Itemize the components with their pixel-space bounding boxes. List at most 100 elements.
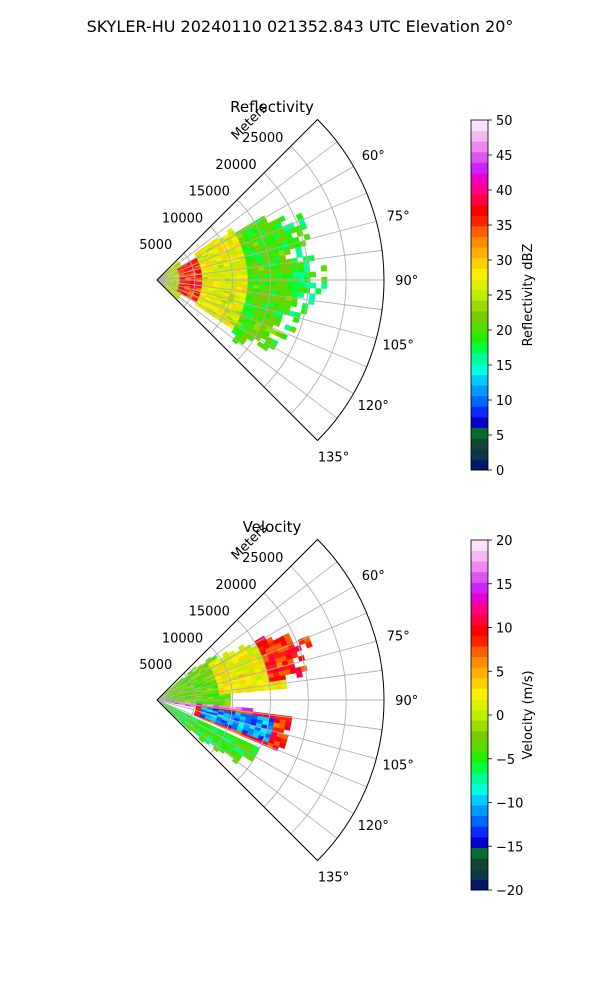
echo-cell (224, 693, 231, 697)
colorbar-swatch (471, 783, 488, 795)
echo-cell (269, 685, 276, 691)
colorbar-tick-label: 10 (496, 394, 513, 409)
echo-cell (303, 287, 311, 294)
echo-cell (275, 684, 282, 690)
echo-cell (218, 747, 226, 754)
echo-cell (213, 696, 220, 700)
echo-cell (269, 285, 277, 291)
angle-tick-label: 60° (362, 149, 385, 164)
colorbar-swatch (471, 571, 488, 583)
echo-cell (286, 286, 294, 293)
echo-cell (269, 265, 276, 271)
echo-cell (202, 697, 209, 700)
colorbar-swatch (471, 699, 488, 711)
colorbar-swatch (471, 427, 488, 439)
colorbar-swatch (471, 332, 488, 344)
echo-cell (264, 269, 271, 275)
colorbar-swatch (471, 342, 488, 354)
azimuth-spoke (156, 249, 383, 281)
azimuth-spoke (156, 279, 354, 394)
colorbar-label: Reflectivity dBZ (521, 244, 536, 347)
echo-cell (292, 282, 300, 288)
echo-cell (280, 290, 288, 297)
echo-cell (207, 276, 214, 280)
echo-cell (304, 271, 311, 278)
colorbar-swatch (471, 162, 488, 174)
radial-tick-label: 10000 (162, 631, 203, 646)
echo-cell (297, 292, 305, 299)
echo-cell (224, 281, 231, 285)
azimuth-spoke (156, 220, 377, 281)
echo-cell (219, 696, 226, 700)
echo-cell (298, 266, 305, 273)
echo-cell (269, 269, 277, 275)
echo-cell (253, 281, 260, 286)
colorbar-swatch (471, 561, 488, 573)
colorbar-swatch (471, 635, 488, 647)
echo-cell (230, 275, 237, 279)
colorbar-tick-label: 0 (496, 464, 504, 479)
echo-cell (275, 264, 282, 270)
echo-cell (258, 274, 265, 279)
sector-frame (156, 538, 385, 862)
radial-tick-label: 5000 (139, 238, 172, 253)
echo-cell (246, 688, 254, 693)
echo-cell (292, 291, 299, 298)
echo-cell (207, 696, 214, 700)
colorbar-swatch (471, 194, 488, 206)
azimuth-spoke (156, 699, 354, 814)
colorbar-swatch (471, 656, 488, 668)
angle-tick-label: 105° (383, 759, 414, 774)
echo-cell (247, 271, 254, 276)
echo-cell (281, 268, 288, 274)
colorbar-swatch (471, 236, 488, 248)
colorbar-swatch (471, 709, 488, 721)
echo-cell (305, 640, 313, 649)
radial-tick-label: 15000 (189, 185, 230, 200)
echo-cell (303, 261, 310, 268)
echo-cell (241, 688, 248, 693)
echo-cell (304, 282, 311, 289)
echo-cell (235, 272, 243, 276)
echo-cell (303, 266, 311, 273)
echo-cell (309, 271, 317, 278)
radial-tick-label: 5000 (139, 658, 172, 673)
echo-cell (292, 272, 300, 278)
colorbar-tick-label: 5 (496, 665, 504, 680)
echo-cell (231, 337, 239, 345)
colorbar-swatch (471, 646, 488, 658)
azimuth-spoke (156, 640, 377, 701)
echo-cell (292, 286, 299, 293)
colorbar-swatch (471, 805, 488, 817)
echo-cell (231, 757, 239, 765)
echo-cell (281, 282, 288, 287)
colorbar-tick-label: −20 (496, 884, 523, 899)
echo-cell (290, 301, 298, 308)
echo-cell (246, 268, 254, 273)
colorbar-tick-label: −15 (496, 840, 523, 855)
panel-title: Velocity (243, 518, 302, 536)
echo-cell (236, 281, 243, 285)
colorbar-swatch (471, 279, 488, 291)
colorbar-swatch (471, 289, 488, 301)
echo-cell (264, 273, 271, 279)
echo-cell (278, 215, 286, 223)
echo-cell (258, 270, 265, 275)
colorbar-swatch (471, 438, 488, 450)
colorbar-swatch (471, 667, 488, 679)
echo-cell (196, 697, 203, 700)
echo-cell (289, 326, 297, 334)
echo-cell (247, 281, 254, 286)
radial-tick-label: 20000 (215, 578, 256, 593)
echo-cell (238, 338, 246, 346)
colorbar-swatch (471, 374, 488, 386)
colorbar-swatch (471, 448, 488, 460)
colorbar-swatch (471, 183, 488, 195)
colorbar-swatch (471, 773, 488, 785)
echo-cell (298, 282, 305, 288)
echo-cell (280, 683, 288, 690)
echo-cell (263, 266, 271, 271)
colorbar-tick-label: 50 (496, 114, 513, 129)
colorbar-swatch (471, 688, 488, 700)
echo-cell (224, 701, 231, 705)
